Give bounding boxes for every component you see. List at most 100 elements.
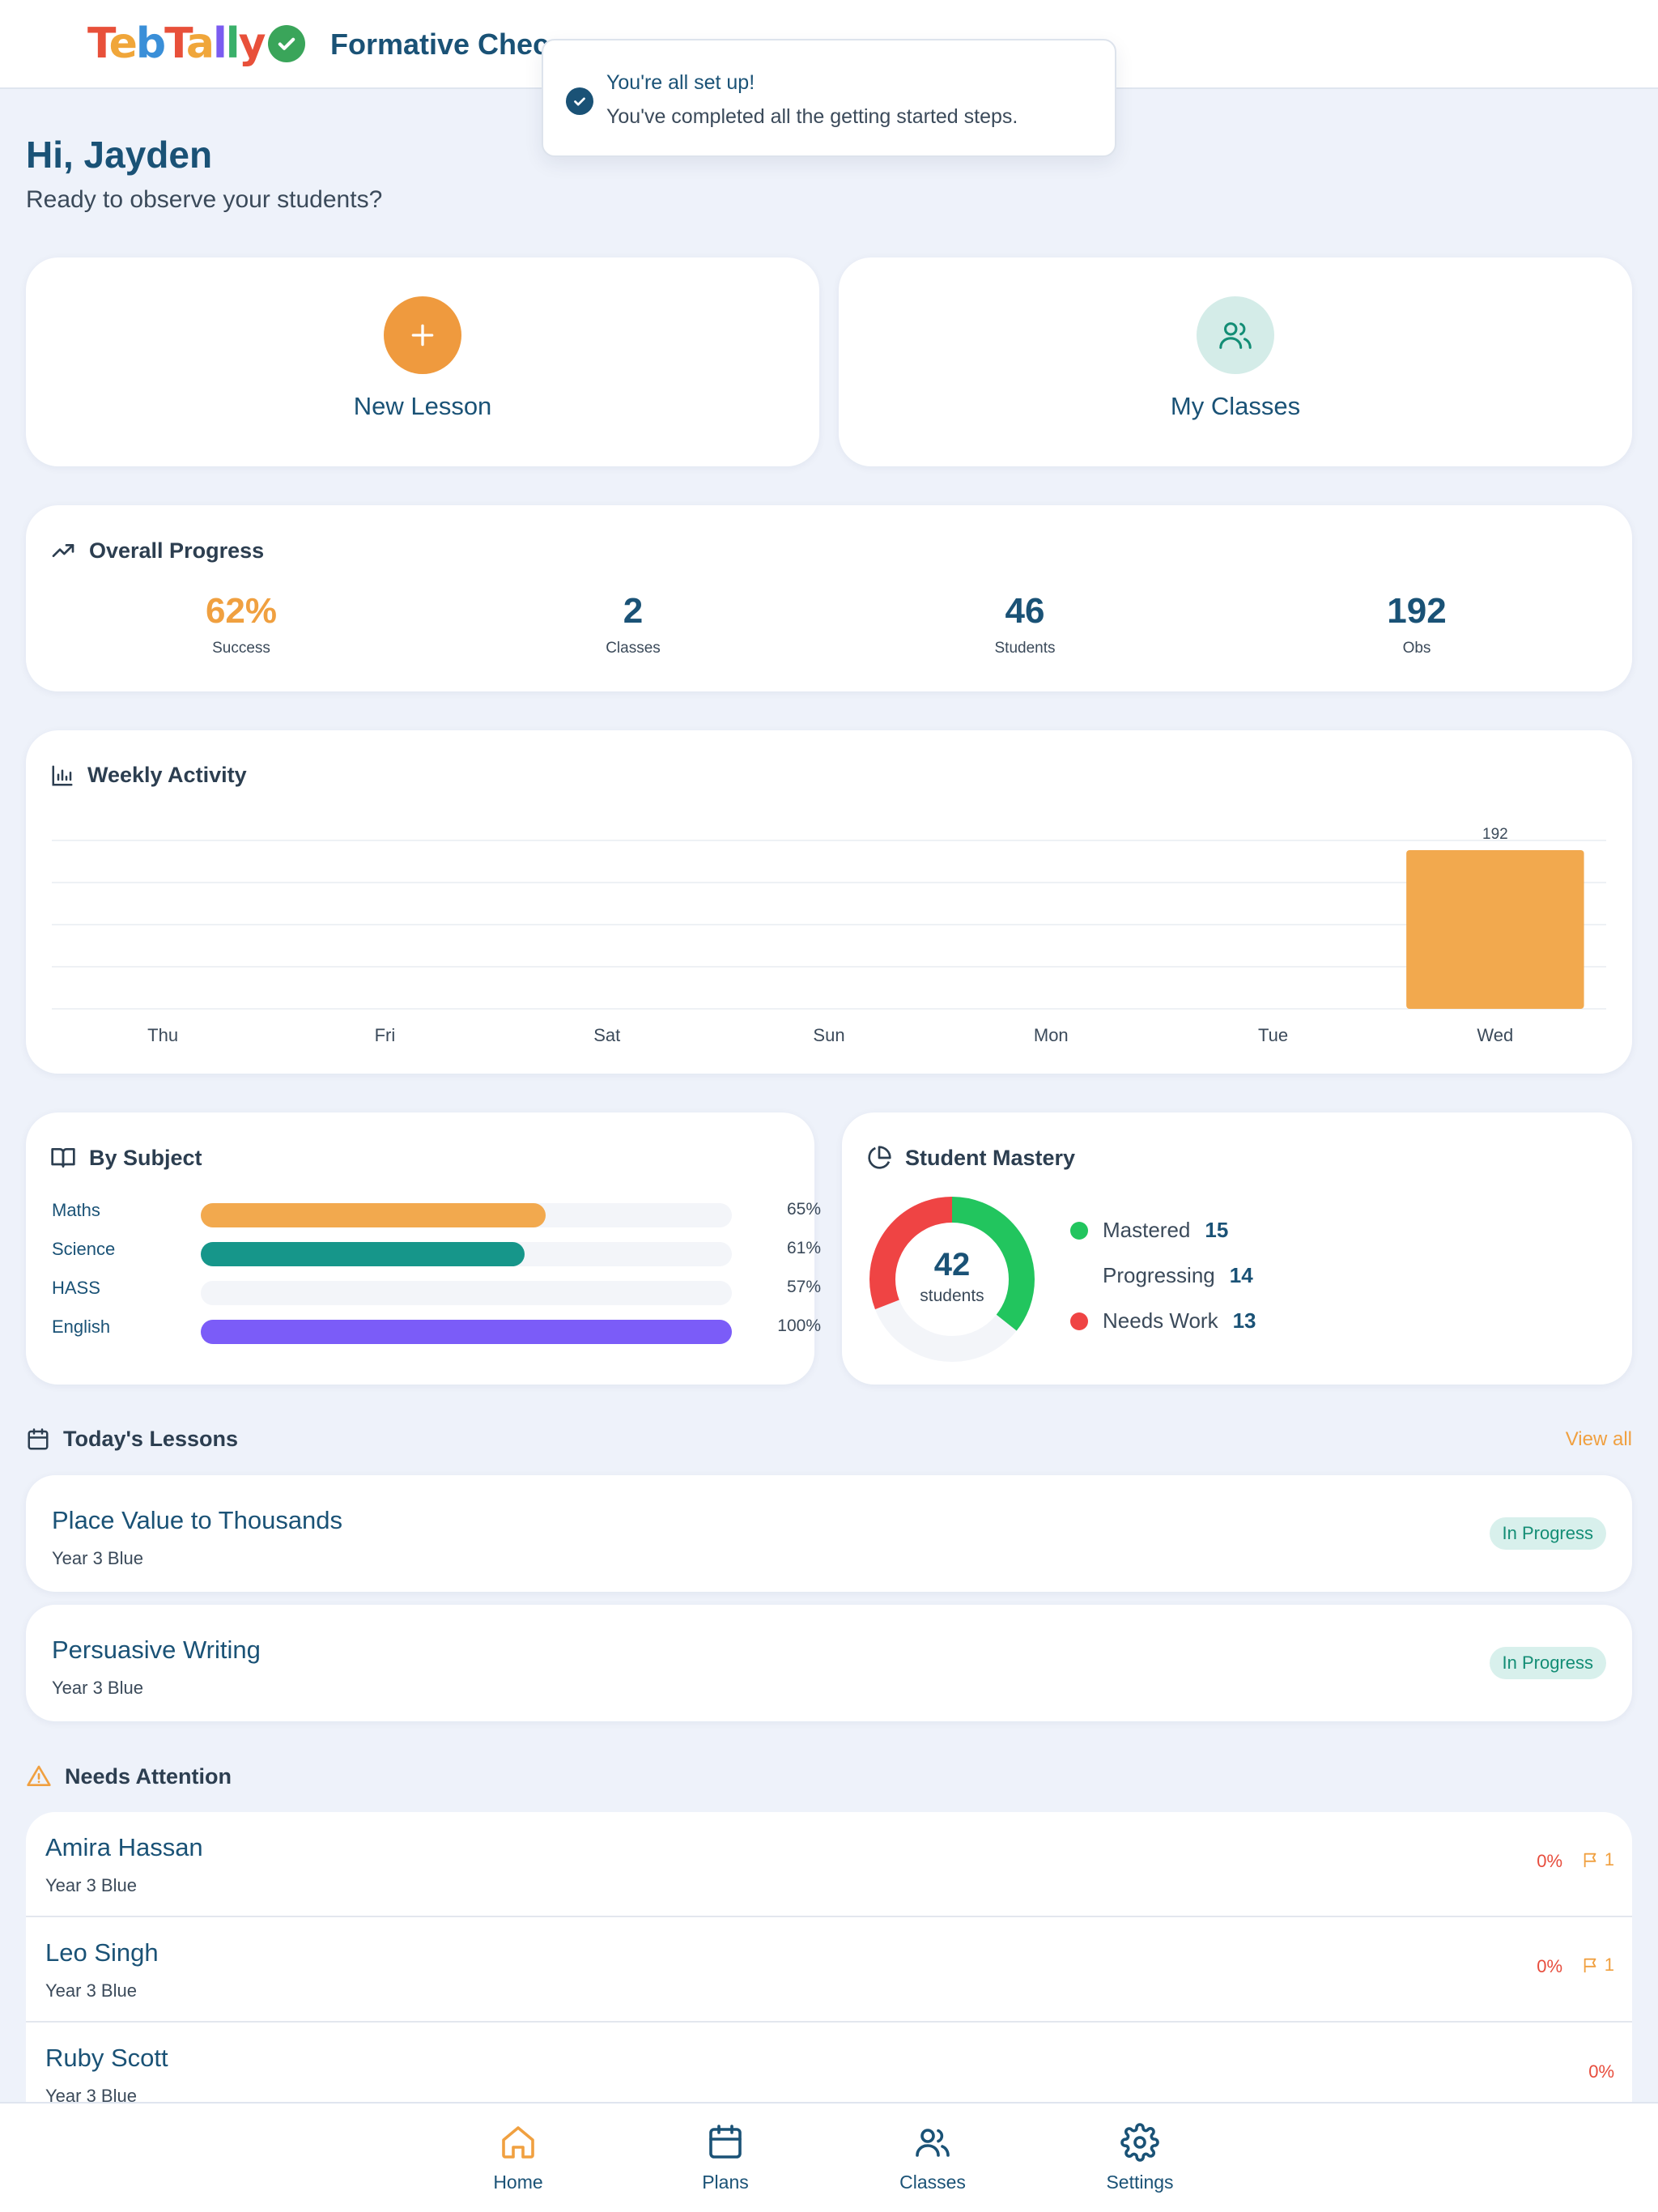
mastery-donut-chart bbox=[869, 1197, 1035, 1362]
stat-success: 62% Success bbox=[120, 591, 363, 657]
calendar-icon bbox=[709, 2125, 742, 2159]
subject-name: Maths bbox=[52, 1200, 100, 1220]
subject-row: English 100% bbox=[52, 1312, 821, 1344]
student-score: 0% bbox=[1588, 2061, 1614, 2082]
student-row[interactable]: Leo Singh Year 3 Blue 0% 1 bbox=[26, 1917, 1632, 2023]
x-tick-label: Fri bbox=[375, 1025, 396, 1045]
app-logo[interactable]: TebTally bbox=[87, 18, 305, 70]
bar-chart-icon bbox=[52, 765, 73, 785]
lesson-class: Year 3 Blue bbox=[52, 1548, 143, 1568]
weekly-activity-chart: Thu Fri Sat Sun Mon Tue 192 Wed bbox=[52, 826, 1606, 1045]
stat-value: 62% bbox=[205, 591, 278, 631]
subject-name: English bbox=[52, 1317, 111, 1337]
subject-progress-track bbox=[201, 1281, 732, 1305]
by-subject-card: By Subject Maths 65% Science 61% HASS 57% Engl… bbox=[26, 1112, 821, 1385]
lesson-card[interactable]: Persuasive Writing Year 3 Blue In Progre… bbox=[26, 1605, 1632, 1721]
legend-label: Mastered bbox=[1103, 1218, 1191, 1242]
stat-students: 46 Students bbox=[903, 591, 1146, 657]
logo-check-icon bbox=[267, 25, 305, 62]
overall-progress-title: Overall Progress bbox=[89, 538, 265, 563]
subject-progress-track bbox=[201, 1320, 732, 1344]
mastery-total-value: 42 bbox=[933, 1247, 971, 1283]
todays-lessons-header: Today's Lessons bbox=[26, 1427, 238, 1452]
users-icon bbox=[916, 2129, 950, 2157]
new-lesson-button[interactable]: New Lesson bbox=[26, 257, 819, 466]
subject-name: Science bbox=[52, 1239, 116, 1259]
needs-attention-title: Needs Attention bbox=[65, 1763, 232, 1789]
my-classes-button[interactable]: My Classes bbox=[839, 257, 1632, 466]
app-title: Formative Chec bbox=[330, 28, 550, 61]
student-score: 0% bbox=[1537, 1851, 1562, 1871]
subject-progress-fill bbox=[201, 1242, 525, 1266]
logo-wordmark: TebTally bbox=[87, 19, 266, 68]
subject-name: HASS bbox=[52, 1278, 100, 1298]
lesson-class: Year 3 Blue bbox=[52, 1678, 143, 1698]
by-subject-header: By Subject bbox=[50, 1145, 202, 1171]
stat-classes: 2 Classes bbox=[512, 591, 755, 657]
bar-wed bbox=[1406, 850, 1584, 1009]
legend-progressing: Progressing 14 bbox=[1070, 1263, 1253, 1288]
subject-percent: 61% bbox=[786, 1239, 821, 1257]
donut-segment-progressing bbox=[869, 1197, 1035, 1362]
flag-icon bbox=[1584, 1853, 1596, 1868]
legend-count: 13 bbox=[1232, 1308, 1256, 1333]
trending-up-icon bbox=[52, 544, 74, 557]
needs-attention-list: Amira Hassan Year 3 Blue 0% 1 Leo Singh … bbox=[26, 1812, 1632, 2104]
bottom-navigation: Home Plans Classes Settings bbox=[0, 2102, 1658, 2212]
x-tick-label: Sat bbox=[593, 1025, 620, 1045]
greeting-subtitle: Ready to observe your students? bbox=[26, 186, 383, 213]
success-toast[interactable]: You're all set up! You've completed all … bbox=[542, 39, 1116, 157]
by-subject-title: By Subject bbox=[89, 1145, 202, 1170]
nav-home[interactable]: Home bbox=[453, 2123, 583, 2193]
student-row[interactable]: Ruby Scott Year 3 Blue 0% bbox=[26, 2023, 1632, 2104]
student-class: Year 3 Blue bbox=[45, 1980, 137, 2001]
view-all-link[interactable]: View all bbox=[1565, 1428, 1632, 1450]
student-row[interactable]: Amira Hassan Year 3 Blue 0% 1 bbox=[26, 1812, 1632, 1917]
book-open-icon bbox=[51, 1148, 75, 1168]
legend-needs-work: Needs Work 13 bbox=[1070, 1308, 1256, 1334]
student-name: Ruby Scott bbox=[45, 2044, 168, 2072]
new-lesson-label: New Lesson bbox=[353, 392, 492, 420]
subject-progress-track bbox=[201, 1242, 732, 1266]
legend-dot bbox=[1070, 1266, 1088, 1285]
x-tick-label: Wed bbox=[1477, 1025, 1513, 1045]
data-label: 192 bbox=[1482, 826, 1508, 843]
student-class: Year 3 Blue bbox=[45, 1875, 137, 1895]
nav-label: Classes bbox=[899, 2172, 966, 2193]
nav-plans[interactable]: Plans bbox=[661, 2123, 790, 2193]
mastery-total-label: students bbox=[920, 1287, 984, 1305]
x-tick-label: Thu bbox=[147, 1025, 178, 1045]
subject-row: HASS 57% bbox=[52, 1273, 821, 1305]
student-name: Amira Hassan bbox=[45, 1833, 203, 1861]
legend-count: 14 bbox=[1229, 1263, 1253, 1287]
legend-dot bbox=[1070, 1312, 1088, 1330]
student-mastery-header: Student Mastery bbox=[866, 1145, 1075, 1171]
subject-progress-fill bbox=[201, 1320, 732, 1344]
stat-value: 2 bbox=[623, 591, 644, 631]
lesson-card[interactable]: Place Value to Thousands Year 3 Blue In … bbox=[26, 1475, 1632, 1592]
weekly-activity-title: Weekly Activity bbox=[87, 763, 247, 787]
flag-count: 1 bbox=[1582, 1849, 1614, 1870]
mastery-total: 42 students bbox=[863, 1247, 1041, 1306]
flag-count-value: 1 bbox=[1604, 1955, 1614, 1975]
nav-label: Settings bbox=[1106, 2172, 1174, 2193]
my-classes-label: My Classes bbox=[1170, 392, 1301, 420]
legend-label: Needs Work bbox=[1103, 1308, 1218, 1333]
stat-label: Obs bbox=[1402, 640, 1431, 657]
toast-message: You've completed all the getting started… bbox=[606, 105, 1018, 128]
users-icon bbox=[1197, 296, 1274, 374]
toast-title: You're all set up! bbox=[606, 71, 755, 94]
calendar-icon bbox=[28, 1427, 49, 1449]
nav-settings[interactable]: Settings bbox=[1075, 2123, 1205, 2193]
x-tick-label: Tue bbox=[1258, 1025, 1288, 1045]
legend-mastered: Mastered 15 bbox=[1070, 1218, 1228, 1243]
nav-classes[interactable]: Classes bbox=[868, 2123, 997, 2193]
subject-row: Maths 65% bbox=[52, 1195, 821, 1227]
weekly-activity-header: Weekly Activity bbox=[50, 763, 247, 788]
legend-label: Progressing bbox=[1103, 1263, 1215, 1287]
overall-progress-card: Overall Progress 62% Success 2 Classes 4… bbox=[26, 505, 1632, 691]
flag-count: 1 bbox=[1582, 1955, 1614, 1976]
legend-dot bbox=[1070, 1221, 1088, 1240]
student-score: 0% bbox=[1537, 1956, 1562, 1976]
weekly-activity-card: Weekly Activity Thu Fri Sat Sun Mon Tue 192 Wed bbox=[26, 730, 1632, 1074]
